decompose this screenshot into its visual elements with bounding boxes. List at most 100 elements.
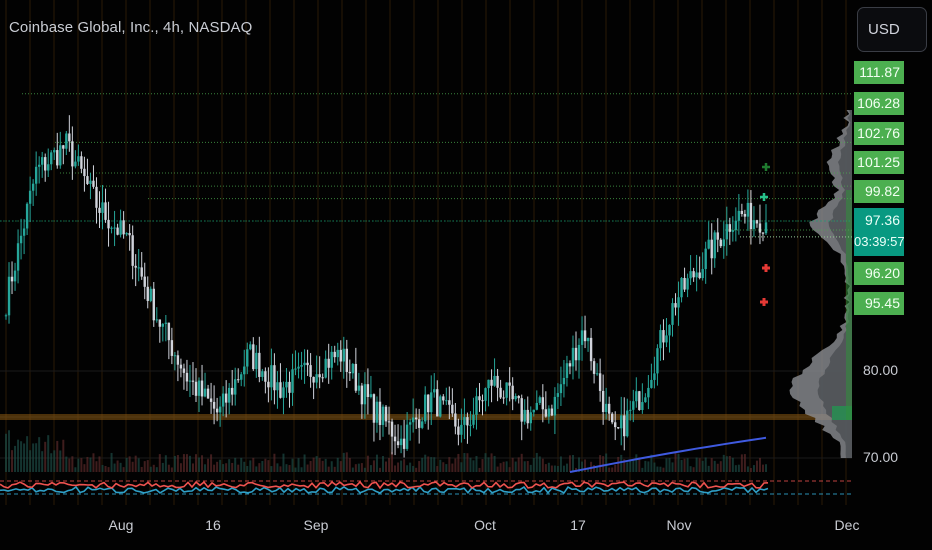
volume-bar [108, 467, 110, 472]
candle-body [732, 230, 734, 232]
candle-body [605, 404, 607, 412]
volume-bar [436, 466, 438, 472]
candle-body [59, 145, 61, 165]
candle-body [635, 391, 637, 401]
signal-markers [760, 163, 770, 306]
candle-body [113, 228, 115, 229]
candle-body [406, 425, 408, 449]
currency-button[interactable]: USD [857, 7, 927, 52]
volume-bar [20, 441, 22, 472]
candle-body [370, 394, 372, 397]
volume-bar [503, 462, 505, 472]
volume-bar [693, 467, 695, 472]
volume-bar [705, 457, 707, 472]
oscillator-line-b [0, 487, 768, 493]
candle-body [466, 417, 468, 425]
volume-bar [611, 468, 613, 472]
candle-body [162, 324, 164, 327]
volume-bar [53, 450, 55, 472]
sell-signal-marker [760, 298, 768, 306]
candle-body [400, 439, 402, 445]
candle-body [240, 374, 242, 379]
candle-body [548, 409, 550, 417]
candle-body [321, 377, 323, 378]
volume-bar [765, 464, 767, 472]
candle-body [659, 330, 661, 348]
candle-body [83, 169, 85, 176]
candle-body [388, 421, 390, 422]
price-label: 101.25 [854, 151, 904, 174]
candle-body [566, 363, 568, 378]
candle-body [8, 277, 10, 316]
volume-bar [210, 454, 212, 472]
volume-bar [47, 435, 49, 472]
candle-body [189, 381, 191, 382]
volume-bar [65, 457, 67, 472]
volume-bar [129, 456, 131, 472]
candle-body [701, 269, 703, 278]
candle-body [231, 388, 233, 395]
volume-bar [409, 463, 411, 472]
volume-bar [659, 467, 661, 472]
candle-body [726, 224, 728, 239]
volume-bar [641, 468, 643, 472]
candle-body [44, 157, 46, 170]
candle-body [340, 350, 342, 362]
volume-bar [35, 443, 37, 472]
candle-body [294, 369, 296, 370]
volume-bar [135, 456, 137, 472]
candle-body [647, 388, 649, 397]
volume-bar [120, 463, 122, 472]
volume-bar [80, 458, 82, 472]
candle-body [86, 176, 88, 184]
volume-bar [252, 458, 254, 472]
volume-bar [394, 465, 396, 472]
volume-bar [433, 457, 435, 472]
candle-body [717, 232, 719, 239]
volume-bar [415, 468, 417, 472]
candle-body [472, 415, 474, 425]
volume-bar [647, 461, 649, 472]
volume-bar [475, 456, 477, 472]
candle-body [101, 202, 103, 213]
candle-body [327, 359, 329, 368]
volume-bar [653, 463, 655, 472]
volume-bar [355, 464, 357, 472]
volume-bar [102, 465, 104, 472]
volume-bar [295, 468, 297, 472]
candle-body [723, 239, 725, 246]
candle-body [201, 381, 203, 397]
candle-body [750, 203, 752, 229]
volume-bar [690, 466, 692, 472]
candle-body [442, 396, 444, 400]
candle-body [144, 277, 146, 287]
candle-body [508, 382, 510, 385]
candle-body [572, 348, 574, 367]
candle-body [738, 211, 740, 221]
candle-body [644, 397, 646, 402]
volume-bar [26, 436, 28, 472]
candle-body [668, 325, 670, 336]
volume-bar [237, 465, 239, 472]
volume-bar [186, 454, 188, 472]
candle-body [237, 379, 239, 380]
candle-body [110, 228, 112, 229]
volume-bar [457, 454, 459, 472]
volume-bar [162, 463, 164, 472]
candle-body [219, 407, 221, 413]
candle-body [141, 267, 143, 276]
candle-body [92, 181, 94, 187]
volume-bar [141, 467, 143, 472]
volume-bar [397, 462, 399, 472]
candle-body [680, 278, 682, 297]
candle-body [186, 373, 188, 382]
candle-body [358, 386, 360, 391]
volume-bar [77, 459, 79, 472]
candle-body [711, 240, 713, 259]
volume-bar [258, 463, 260, 472]
volume-bar [123, 467, 125, 472]
candle-body [448, 400, 450, 405]
candle-body [95, 187, 97, 208]
candle-body [638, 391, 640, 410]
